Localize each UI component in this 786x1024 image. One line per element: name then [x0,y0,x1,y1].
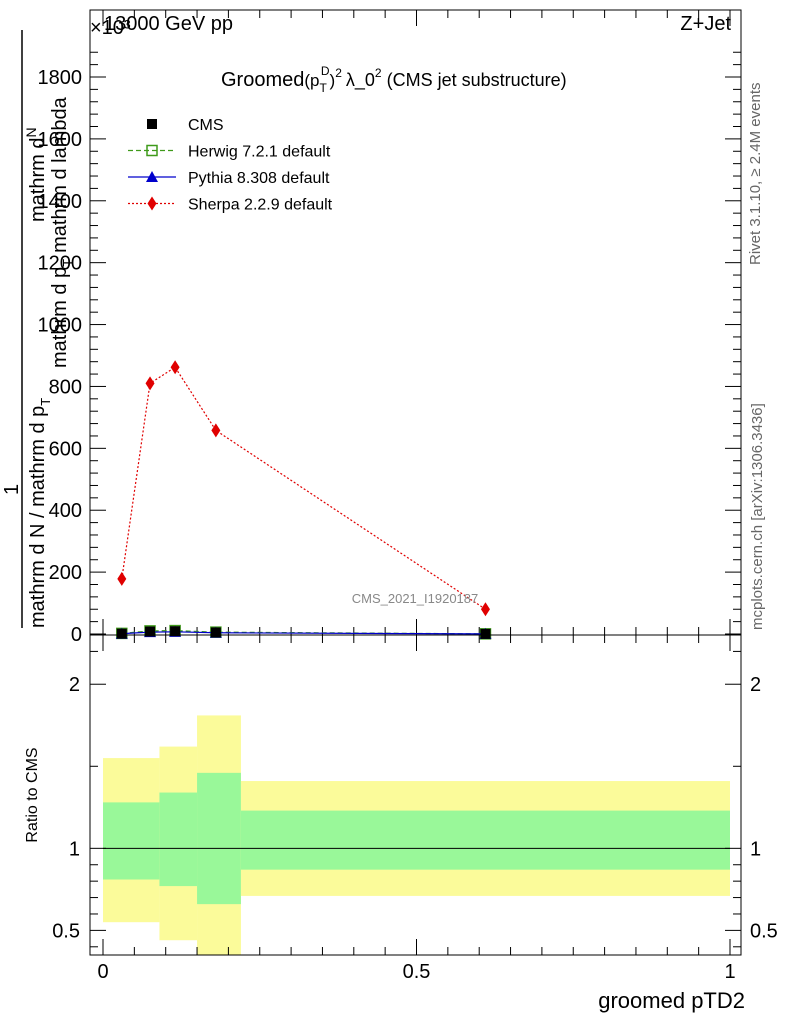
energy-label: 13000 GeV pp [104,13,233,35]
main-series [115,360,492,640]
ratio-inner-band [197,772,241,905]
title-close: ) [330,71,336,90]
legend-label-cms: CMS [188,117,224,134]
legend-marker-cms [147,119,157,129]
ratio-y-tick-label-right: 2 [750,674,761,696]
ratio-inner-band [103,802,160,880]
svg-text:mathrm dN: mathrm dN [23,127,49,222]
y-tick-label: 1600 [38,129,83,151]
legend-marker-pythia [146,171,158,182]
svg-text:mathrm d N / mathrm d pT: mathrm d N / mathrm d pT [27,398,53,628]
legend-label-herwig: Herwig 7.2.1 default [188,144,331,161]
ylabel-num-line1: mathrm d [27,138,49,222]
cms-point [145,626,156,637]
y-tick-label: 0 [71,624,82,646]
ratio-y-tick-label-right: 0.5 [750,920,778,942]
ratio-bands [103,715,730,955]
x-axis-label: groomed pTD2 [598,988,745,1013]
plot-title: Groomed(pTD)2 λ_02 (CMS jet substructure) [221,64,567,95]
main-axis-ticks: 0 200 400 600 800 1000 1200 1400 1600 1800 [38,10,741,646]
ylabel-num-line2-sub: T [60,259,75,267]
sherpa-series-line [121,366,486,610]
ratio-plot-frame [89,634,742,956]
ratio-y-tick-label: 2 [69,674,80,696]
ratio-inner-band [240,810,730,870]
cms-point [170,626,181,637]
ratio-axis-ticks: 0.5 0.5 1 1 2 2 0 0.5 1 [52,635,778,983]
ylabel-num-line1b: N [23,127,39,137]
rivet-version-label: Rivet 3.1.10, ≥ 2.4M events [747,83,764,266]
main-y-label: 1 mathrm d N / mathrm d pT mathrm dN mat… [1,30,75,628]
legend-label-pythia: Pythia 8.308 default [188,170,330,187]
title-p: (p [304,71,319,90]
y-tick-label: 1400 [38,191,83,213]
ratio-plot: 0.5 0.5 1 1 2 2 0 0.5 1 Ratio to CMS groomed pTD… [24,634,778,1013]
svg-text:mathrm d pTmathrm d lambda: mathrm d pTmathrm d lambda [49,96,75,368]
y-tick-label: 1800 [38,67,83,89]
title-lpow: 2 [375,66,382,80]
process-label: Z+Jet [680,13,731,35]
legend: CMS Herwig 7.2.1 default Pythia 8.308 defa… [128,117,333,214]
cms-point [116,628,127,639]
title-groomed: Groomed [221,69,304,91]
legend-marker-sherpa [147,196,157,211]
ratio-y-label: Ratio to CMS [24,747,41,842]
ratio-inner-band [159,792,198,887]
y-exponent: ×10³ [90,17,131,39]
x-tick-label: 1 [724,961,735,983]
svg-text:Groomed(pTD)2λ_02(CMS jet subs: Groomed(pTD)2 λ_02 (CMS jet substructure) [221,64,567,95]
y-tick-label: 1200 [38,253,83,275]
ratio-y-tick-label: 0.5 [52,920,80,942]
mcplots-label: mcplots.cern.ch [arXiv:1306.3436] [749,403,766,630]
sherpa-point [170,360,180,375]
sherpa-point [480,602,490,617]
title-lambda: λ_0 [346,70,375,91]
ylabel-num-line2: mathrm d p [49,267,71,368]
sherpa-point [211,423,221,438]
ratio-y-tick-label-right: 1 [750,838,761,860]
legend-marker-herwig [146,144,158,157]
ylabel-denominator-sub: T [38,398,53,406]
ylabel-denominator: mathrm d N / mathrm d p [27,406,49,628]
legend-label-sherpa: Sherpa 2.2.9 default [188,197,333,214]
analysis-watermark: CMS_2021_I1920187 [352,591,479,606]
y-tick-label: 600 [49,438,82,460]
y-tick-label: 1000 [38,315,83,337]
main-plot-frame [89,9,742,636]
sherpa-point [117,571,127,586]
sherpa-point [145,376,155,391]
x-tick-label: 0 [97,961,108,983]
y-tick-label: 200 [49,562,82,584]
x-tick-label: 0.5 [403,961,431,983]
ylabel-num-line2-tail: mathrm d lambda [49,96,71,252]
y-tick-label: 400 [49,500,82,522]
y-tick-label: 800 [49,376,82,398]
title-pow: 2 [335,66,342,80]
title-tail: (CMS jet substructure) [387,70,567,90]
title-sup: D [321,64,330,78]
ratio-y-tick-label: 1 [69,838,80,860]
cms-point [210,627,221,638]
title-sub: T [320,81,328,95]
main-plot: 0 200 400 600 800 1000 1200 1400 1600 1800 [38,9,742,646]
ylabel-one: 1 [1,484,23,495]
cms-point [480,628,491,639]
